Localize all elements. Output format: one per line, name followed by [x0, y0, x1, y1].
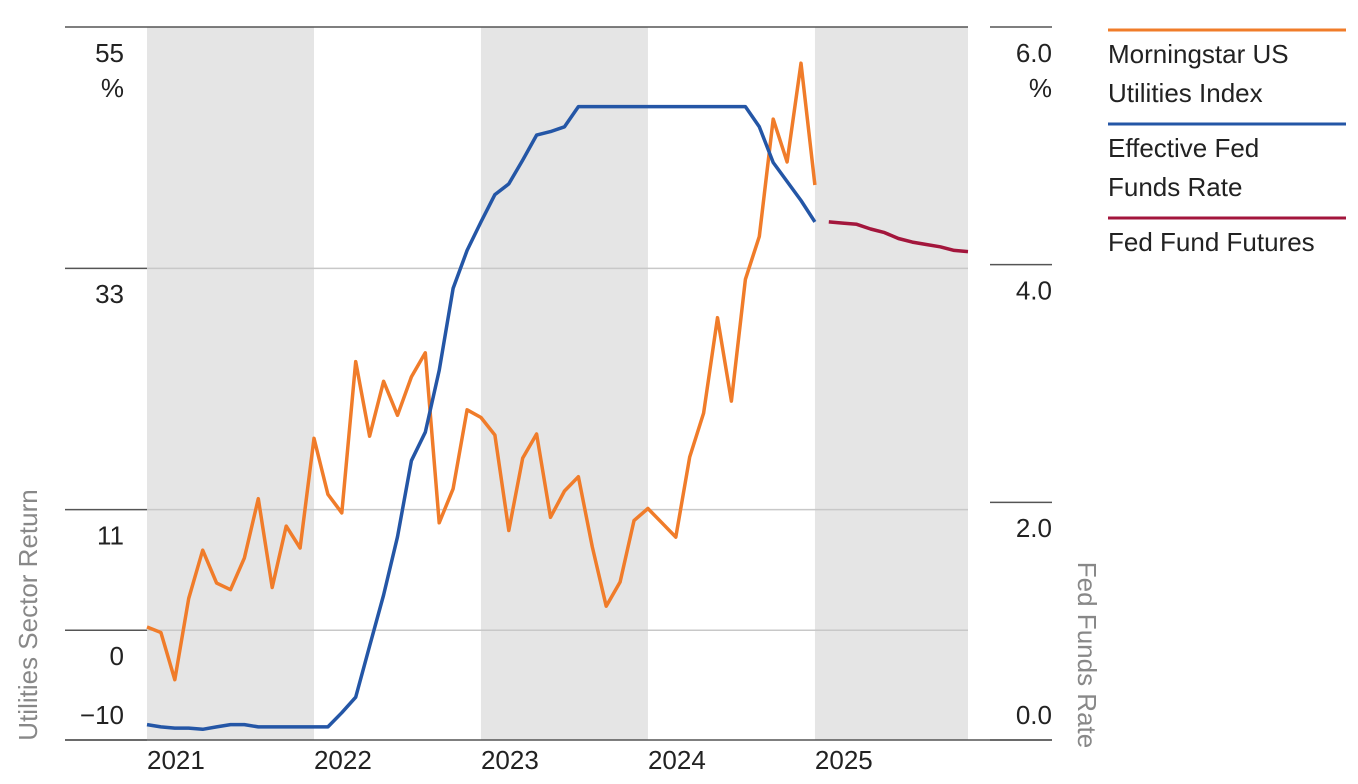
y2-tick-label: 6.0	[1016, 38, 1052, 68]
y2-tick-label: 0.0	[1016, 700, 1052, 730]
x-tick-label: 2023	[481, 745, 539, 775]
year-band	[814, 27, 968, 740]
y2-axis-title: Fed Funds Rate	[1072, 562, 1102, 748]
y-tick-label: 0	[110, 641, 124, 671]
y-tick-label: 11	[97, 521, 124, 551]
y-unit: %	[101, 73, 124, 103]
y-tick-label: −10	[80, 700, 124, 730]
series-line	[828, 220, 969, 254]
y-tick-label: 33	[95, 279, 124, 309]
series-line	[146, 61, 817, 682]
series-line	[146, 104, 817, 732]
y2-tick-label: 2.0	[1016, 513, 1052, 543]
y2-tick-label: 4.0	[1016, 276, 1052, 306]
y-axis-title: Utilities Sector Return	[13, 489, 43, 740]
year-band	[480, 27, 648, 740]
legend-label: Effective Fed Funds Rate	[1108, 133, 1259, 202]
x-tick-label: 2024	[648, 745, 706, 775]
y2-unit: %	[1029, 73, 1052, 103]
year-band	[147, 27, 314, 740]
legend-label: Fed Fund Futures	[1108, 227, 1315, 257]
x-tick-label: 2025	[815, 745, 873, 775]
legend-label: Morningstar US Utilities Index	[1108, 39, 1289, 108]
x-tick-label: 2022	[314, 745, 372, 775]
x-tick-label: 2021	[147, 745, 205, 775]
y-tick-label: 55	[95, 38, 124, 68]
